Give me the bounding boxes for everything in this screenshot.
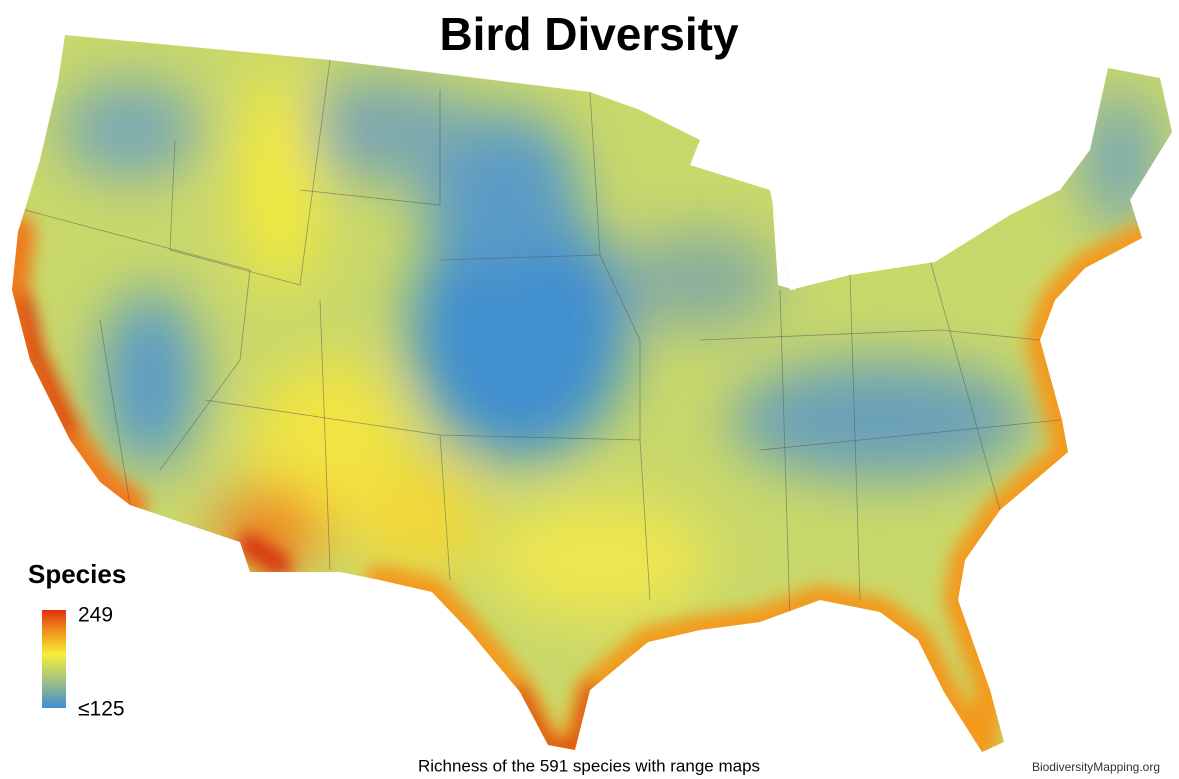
legend-title: Species <box>28 559 126 589</box>
credit: BiodiversityMapping.org <box>1032 760 1160 774</box>
map-title: Bird Diversity <box>439 8 739 60</box>
legend-max-label: 249 <box>78 604 113 627</box>
richness-shading <box>60 70 1160 620</box>
legend-min-label: ≤125 <box>78 698 125 721</box>
state-borders <box>24 59 1061 621</box>
legend-color-bar <box>42 610 66 708</box>
caption: Richness of the 591 species with range m… <box>418 756 760 775</box>
